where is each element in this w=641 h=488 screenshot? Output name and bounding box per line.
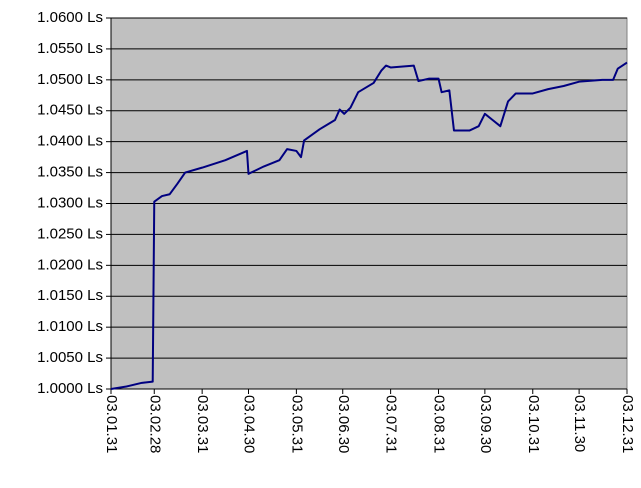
y-tick-label: 1.0100 Ls bbox=[37, 318, 103, 335]
x-tick-label: 03.07.31 bbox=[383, 395, 400, 453]
y-tick-label: 1.0550 Ls bbox=[37, 40, 103, 57]
y-tick-label: 1.0050 Ls bbox=[37, 349, 103, 366]
y-tick-label: 1.0400 Ls bbox=[37, 133, 103, 150]
x-tick-label: 03.11.30 bbox=[571, 395, 588, 452]
y-tick-label: 1.0350 Ls bbox=[37, 164, 103, 181]
y-tick-label: 1.0150 Ls bbox=[37, 287, 103, 304]
y-tick-label: 1.0250 Ls bbox=[37, 225, 103, 242]
y-tick-label: 1.0450 Ls bbox=[37, 102, 103, 119]
x-tick-label: 03.02.28 bbox=[146, 395, 163, 453]
data-line bbox=[110, 61, 628, 390]
x-tick-label: 03.01.31 bbox=[103, 395, 120, 453]
x-tick-label: 03.09.30 bbox=[477, 395, 494, 453]
x-tick-label: 03.10.31 bbox=[525, 395, 542, 453]
y-tick-label: 1.0200 Ls bbox=[37, 256, 103, 273]
y-tick-label: 1.0000 Ls bbox=[37, 380, 103, 397]
x-tick-label: 03.05.31 bbox=[288, 395, 305, 453]
y-tick-label: 1.0500 Ls bbox=[37, 71, 103, 88]
y-tick-label: 1.0300 Ls bbox=[37, 194, 103, 211]
x-tick-label: 03.12.31 bbox=[619, 395, 636, 453]
x-tick-label: 03.04.30 bbox=[241, 395, 258, 453]
y-tick-label: 1.0600 Ls bbox=[37, 9, 103, 26]
x-tick-label: 03.06.30 bbox=[335, 395, 352, 453]
x-tick-label: 03.08.31 bbox=[431, 395, 448, 453]
x-tick-label: 03.03.31 bbox=[194, 395, 211, 453]
